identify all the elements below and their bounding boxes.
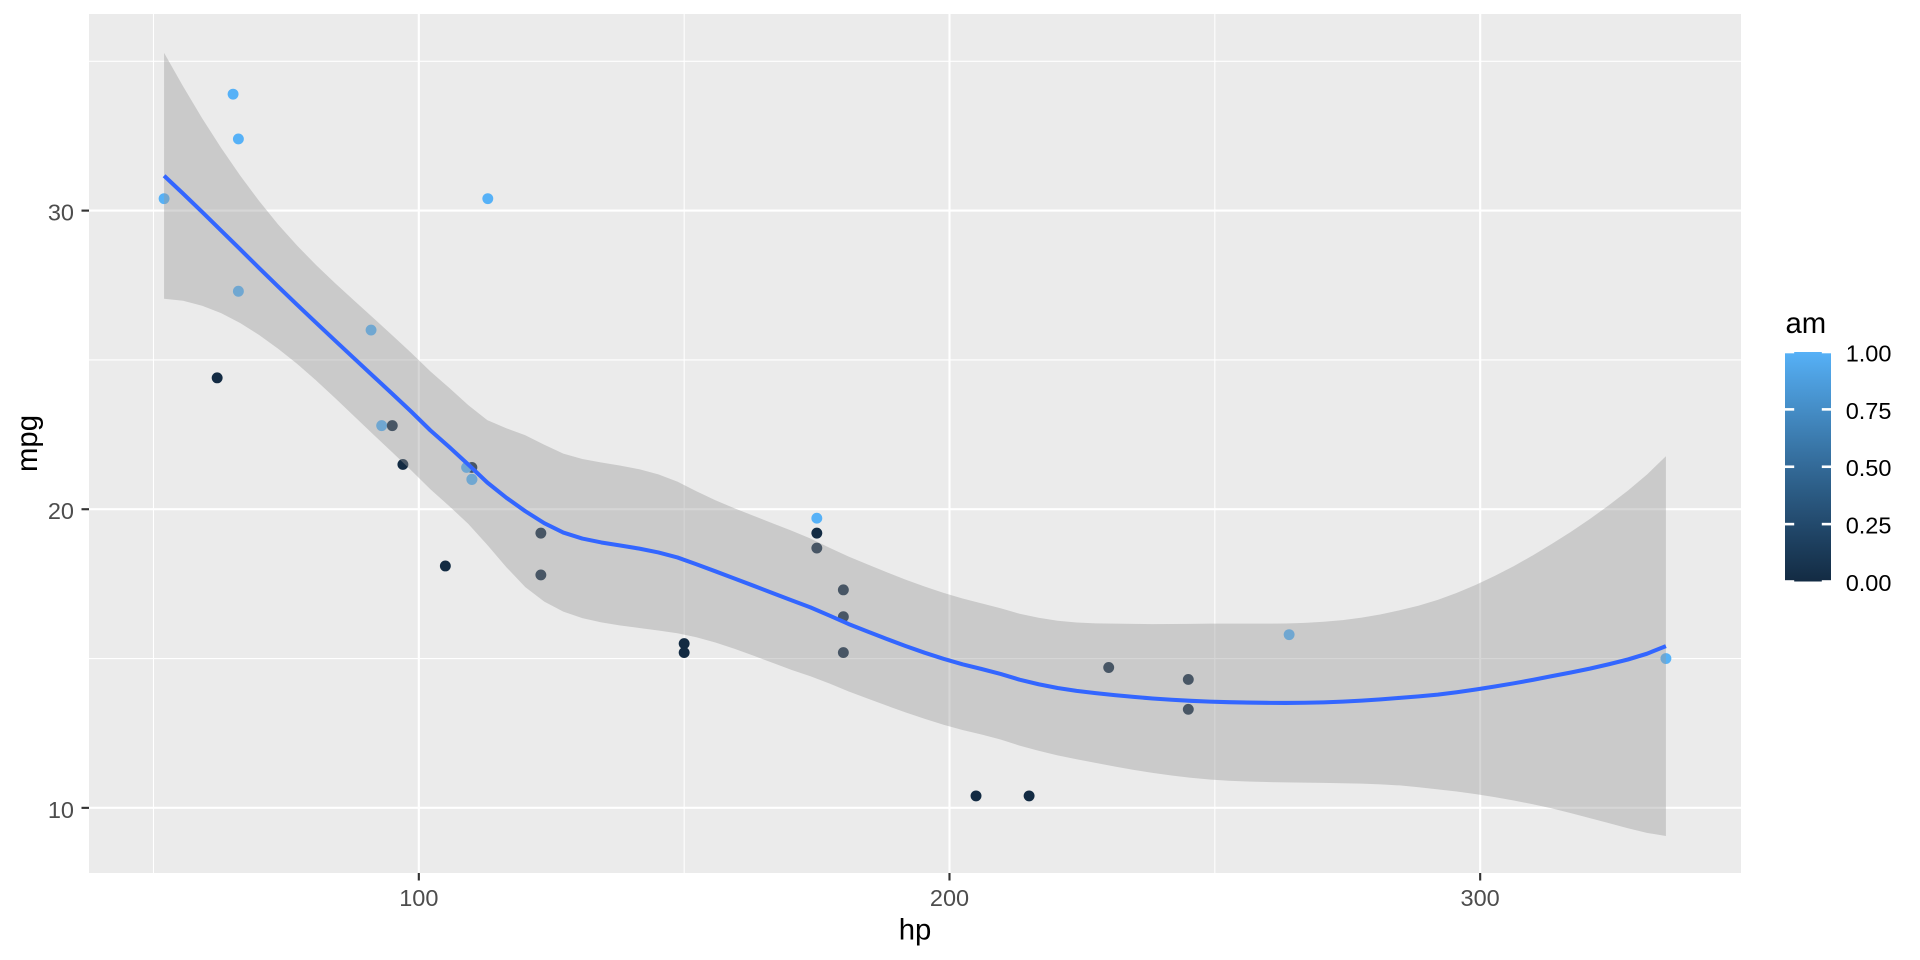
- svg-text:0.25: 0.25: [1846, 513, 1892, 539]
- svg-text:0.00: 0.00: [1846, 570, 1892, 596]
- svg-text:hp: hp: [899, 914, 932, 947]
- svg-text:300: 300: [1461, 885, 1500, 911]
- svg-text:am: am: [1786, 307, 1827, 340]
- svg-text:30: 30: [48, 200, 74, 226]
- svg-text:1.00: 1.00: [1846, 341, 1892, 367]
- svg-text:10: 10: [48, 797, 74, 823]
- svg-text:0.75: 0.75: [1846, 398, 1892, 424]
- svg-text:200: 200: [930, 885, 969, 911]
- svg-text:mpg: mpg: [11, 415, 44, 472]
- svg-text:0.50: 0.50: [1846, 455, 1892, 481]
- svg-text:100: 100: [399, 885, 438, 911]
- svg-text:20: 20: [48, 498, 74, 524]
